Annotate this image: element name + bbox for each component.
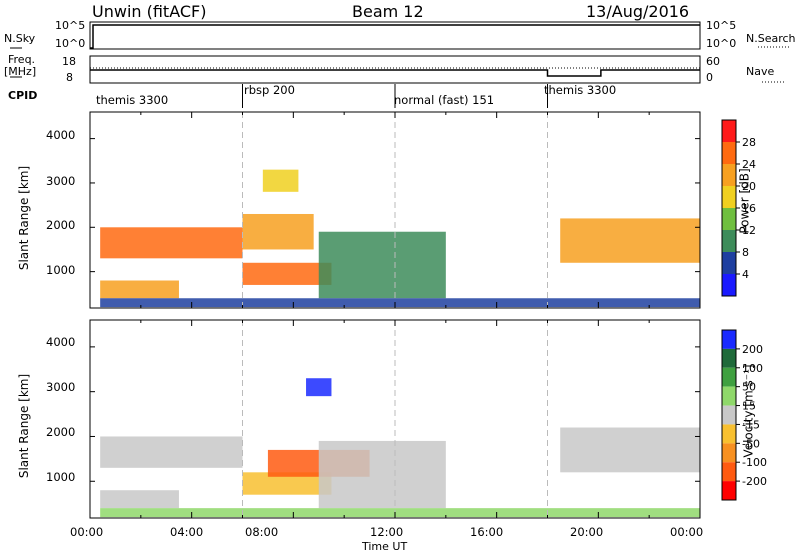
echo-region xyxy=(100,508,700,518)
nsearch-label: N.Search xyxy=(746,32,796,45)
colorbar-tick-label: 24 xyxy=(742,158,756,171)
colorbar-segment xyxy=(722,443,736,463)
colorbar-segment xyxy=(722,481,736,500)
nsearch-tick-top: 10^5 xyxy=(706,19,737,32)
echo-region xyxy=(318,440,446,509)
echo-region xyxy=(262,169,299,192)
x-tick-label: 08:00 xyxy=(245,525,279,539)
colorbar-tick-label: -200 xyxy=(742,475,767,488)
echo-region xyxy=(318,231,446,299)
power-ylabel: Slant Range [km] xyxy=(17,165,32,271)
freq-tick-bottom: 8 xyxy=(66,71,73,84)
x-tick-label: 16:00 xyxy=(470,525,504,539)
freq-label: Freq. xyxy=(8,53,36,66)
colorbar-segment xyxy=(722,330,736,349)
y-tick-label: 2000 xyxy=(46,218,76,232)
date-title: 13/Aug/2016 xyxy=(586,2,690,21)
colorbar-segment xyxy=(722,274,736,296)
nsky-line xyxy=(90,24,700,49)
velocity-ylabel: Slant Range [km] xyxy=(17,373,32,479)
y-tick-label: 3000 xyxy=(46,380,76,394)
colorbar-frame xyxy=(721,329,737,501)
x-tick-label: 12:00 xyxy=(370,525,404,539)
colorbar-tick-label: -100 xyxy=(742,456,767,469)
x-tick-label: 00:00 xyxy=(70,525,104,539)
colorbar-segment xyxy=(722,230,736,252)
nsky-label: N.Sky xyxy=(4,32,36,45)
y-tick-label: 1000 xyxy=(46,470,76,484)
freq-tick-top: 18 xyxy=(62,55,76,68)
colorbar-segment xyxy=(722,367,736,387)
colorbar-segment xyxy=(722,208,736,230)
nave-tick-top: 60 xyxy=(706,55,720,68)
echo-region xyxy=(242,472,332,495)
colorbar-segment xyxy=(722,252,736,274)
y-tick-label: 3000 xyxy=(46,174,76,188)
colorbar-tick-label: 28 xyxy=(742,136,756,149)
y-tick-label: 2000 xyxy=(46,425,76,439)
nsearch-tick-bottom: 10^0 xyxy=(706,37,737,50)
colorbar-tick-label: 8 xyxy=(742,246,749,259)
nsky-panel-frame xyxy=(89,21,701,50)
cpid-segment-label: normal (fast) 151 xyxy=(394,93,495,107)
nave-tick-bottom: 0 xyxy=(706,71,713,84)
power-colorbar-label: Power [dB] xyxy=(737,168,752,234)
colorbar-tick-label: 16 xyxy=(742,202,756,215)
echo-region xyxy=(242,213,314,250)
echo-region xyxy=(306,378,332,397)
colorbar-tick-label: -15 xyxy=(742,418,760,431)
colorbar-segment xyxy=(722,186,736,208)
echo-region xyxy=(242,262,332,285)
velocity-colorbar-label: Velocity [m s⁻¹] xyxy=(741,364,756,458)
colorbar-tick-label: 12 xyxy=(742,224,756,237)
colorbar-segment xyxy=(722,424,736,444)
freq-line xyxy=(90,69,700,77)
cpid-segment-label: rbsp 200 xyxy=(244,83,295,97)
cpid-segment-label: themis 3300 xyxy=(544,83,617,97)
beam-title: Beam 12 xyxy=(352,2,424,21)
colorbar-tick-label: 50 xyxy=(742,381,756,394)
nsky-tick-bottom: 10^0 xyxy=(55,37,86,50)
echo-region xyxy=(560,427,700,473)
echo-region xyxy=(100,298,700,308)
nave-label: Nave xyxy=(746,65,775,78)
colorbar-tick-label: -50 xyxy=(742,437,760,450)
colorbar-tick-label: 100 xyxy=(742,362,763,375)
y-tick-label: 4000 xyxy=(46,128,76,142)
colorbar-segment xyxy=(722,348,736,368)
cpid-label: CPID xyxy=(8,89,38,102)
x-axis-label: Time UT xyxy=(362,540,408,553)
x-tick-label: 20:00 xyxy=(570,525,604,539)
nsky-tick-top: 10^5 xyxy=(55,19,86,32)
colorbar-tick-label: 200 xyxy=(742,343,763,356)
y-tick-label: 4000 xyxy=(46,335,76,349)
x-tick-label: 00:00 xyxy=(670,525,704,539)
cpid-segment-label: themis 3300 xyxy=(96,93,169,107)
echo-region xyxy=(100,227,243,259)
freq-unit: [MHz] xyxy=(4,65,37,78)
y-tick-label: 1000 xyxy=(46,263,76,277)
x-tick-label: 04:00 xyxy=(170,525,204,539)
colorbar-tick-label: 4 xyxy=(742,268,749,281)
colorbar-segment xyxy=(722,405,736,425)
colorbar-segment xyxy=(722,120,736,142)
colorbar-tick-label: 15 xyxy=(742,400,756,413)
colorbar-tick-label: 20 xyxy=(742,180,756,193)
echo-region xyxy=(560,218,700,263)
colorbar-segment xyxy=(722,386,736,406)
echo-region xyxy=(100,436,243,468)
echo-region xyxy=(100,280,179,299)
colorbar-segment xyxy=(722,164,736,186)
station-title: Unwin (fitACF) xyxy=(92,2,207,21)
echo-region xyxy=(100,490,179,509)
colorbar-segment xyxy=(722,142,736,164)
colorbar-segment xyxy=(722,462,736,482)
